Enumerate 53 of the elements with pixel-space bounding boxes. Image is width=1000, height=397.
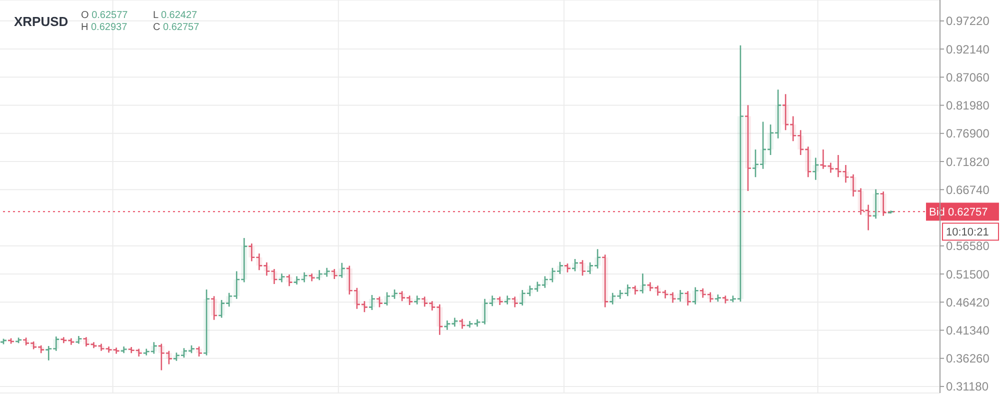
y-tick-label: 0.97220 <box>946 14 990 28</box>
candlestick <box>564 262 572 273</box>
candlestick <box>75 335 82 344</box>
candlestick <box>466 320 474 328</box>
y-tick-label: 0.71820 <box>946 154 990 169</box>
candlestick <box>308 272 316 282</box>
candlestick <box>872 188 879 220</box>
candlestick <box>330 268 338 280</box>
candlestick <box>692 286 698 306</box>
candlestick <box>744 104 751 192</box>
candlestick <box>211 295 218 321</box>
candlestick <box>572 258 578 272</box>
text: XRPUSD <box>14 14 68 29</box>
y-tick-label: 0.51500 <box>946 267 990 282</box>
candlestick <box>677 289 684 302</box>
candlestick <box>368 294 375 311</box>
candlestick <box>376 296 382 308</box>
candlestick <box>195 346 203 358</box>
candlestick <box>512 296 518 308</box>
candlestick <box>812 157 819 181</box>
candlestick <box>120 346 128 354</box>
candlestick <box>602 254 608 308</box>
candlestick <box>0 338 8 345</box>
candlestick <box>204 288 210 356</box>
annotation: L 0.62427 <box>153 10 198 21</box>
y-tick-label: 0.66740 <box>946 182 990 197</box>
y-tick-label: 0.87060 <box>946 70 990 84</box>
candlestick <box>722 294 730 304</box>
y-tick-label: 0.81980 <box>946 98 990 113</box>
candlestick <box>880 190 886 217</box>
candlestick <box>413 294 421 306</box>
candlestick <box>286 274 292 287</box>
y-tick-label: 0.92140 <box>946 42 990 56</box>
candlestick <box>278 272 286 283</box>
y-tick-label: 0.56580 <box>946 239 990 254</box>
candlestick <box>458 318 466 330</box>
candlestick <box>684 290 691 306</box>
y-tick-label: 0.76900 <box>946 126 990 141</box>
annotation: O 0.62577 <box>81 10 128 21</box>
candlestick <box>632 284 639 296</box>
y-tick-label: 0.46420 <box>946 295 990 310</box>
candlestick <box>14 337 22 344</box>
candlestick <box>504 294 511 306</box>
annotation: C 0.62757 <box>153 22 200 33</box>
candlestick <box>338 262 345 279</box>
y-tick-label: 0.41340 <box>946 323 990 338</box>
annotation: H 0.62937 <box>81 22 128 33</box>
candlestick <box>640 272 646 294</box>
candlestick <box>580 260 586 276</box>
y-tick-label: 0.36260 <box>946 352 990 366</box>
text: 10:10:21 <box>946 226 989 239</box>
candlestick <box>496 296 504 306</box>
y-tick-label: 0.31180 <box>946 380 989 394</box>
